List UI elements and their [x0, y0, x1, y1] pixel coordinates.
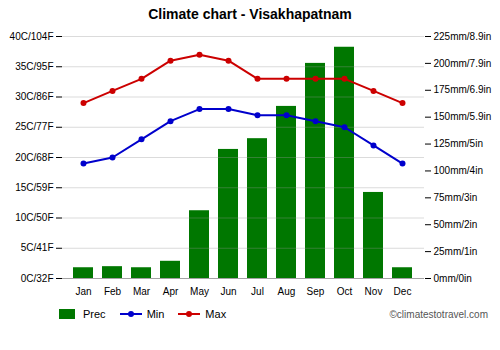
html-text:Prec: Prec [83, 308, 106, 320]
svg-text:50mm/2in: 50mm/2in [434, 219, 478, 230]
svg-text:175mm/6.9in: 175mm/6.9in [434, 84, 492, 95]
svg-text:Sep: Sep [307, 286, 325, 297]
svg-text:0C/32F: 0C/32F [21, 273, 54, 284]
svg-text:0mm/0in: 0mm/0in [434, 273, 472, 284]
svg-text:75mm/3in: 75mm/3in [434, 192, 478, 203]
svg-text:200mm/7.9in: 200mm/7.9in [434, 58, 492, 69]
svg-text:30C/86F: 30C/86F [15, 91, 53, 102]
svg-text:Jul: Jul [251, 286, 264, 297]
svg-text:25C/77F: 25C/77F [15, 121, 53, 132]
svg-text:35C/95F: 35C/95F [15, 61, 53, 72]
svg-text:10C/50F: 10C/50F [15, 212, 53, 223]
svg-text:Oct: Oct [337, 286, 353, 297]
html-text:Climate chart - Visakhapatnam: Climate chart - Visakhapatnam [148, 6, 352, 22]
svg-text:100mm/4in: 100mm/4in [434, 165, 483, 176]
svg-text:Mar: Mar [133, 286, 151, 297]
svg-text:15C/59F: 15C/59F [15, 182, 53, 193]
html-text:Min: Min [146, 308, 165, 320]
svg-text:Jan: Jan [75, 286, 91, 297]
svg-text:225mm/8.9in: 225mm/8.9in [434, 31, 492, 42]
svg-text:Jun: Jun [220, 286, 236, 297]
html-text:©climatestotravel.com: ©climatestotravel.com [389, 308, 488, 320]
svg-text:Feb: Feb [104, 286, 122, 297]
svg-text:125mm/5in: 125mm/5in [434, 138, 483, 149]
svg-text:Aug: Aug [278, 286, 296, 297]
svg-text:40C/104F: 40C/104F [10, 31, 54, 42]
svg-text:150mm/5.9in: 150mm/5.9in [434, 111, 492, 122]
svg-text:5C/41F: 5C/41F [21, 242, 54, 253]
svg-text:May: May [190, 286, 209, 297]
svg-text:Nov: Nov [365, 286, 383, 297]
svg-text:25mm/1in: 25mm/1in [434, 246, 478, 257]
svg-text:20C/68F: 20C/68F [15, 152, 53, 163]
html-text:Max: Max [205, 308, 227, 320]
svg-text:Dec: Dec [394, 286, 412, 297]
svg-text:Apr: Apr [163, 286, 179, 297]
